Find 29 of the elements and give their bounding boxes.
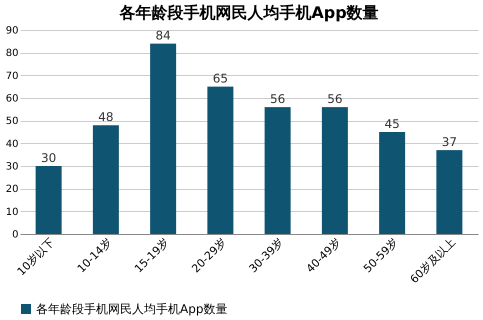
bar: [322, 107, 348, 234]
bar: [150, 44, 176, 234]
y-tick-label: 30: [6, 162, 18, 172]
data-label: 65: [212, 72, 228, 86]
y-tick-label: 10: [6, 206, 18, 218]
y-tick-label: 60: [6, 94, 18, 104]
y-tick-label: 80: [6, 48, 18, 60]
data-label: 56: [327, 92, 343, 106]
data-label: 30: [40, 151, 56, 165]
legend-label: 各年龄段手机网民人均手机App数量: [36, 302, 228, 316]
data-label: 37: [442, 135, 458, 150]
data-label: 84: [155, 28, 171, 43]
bar: [207, 86, 234, 234]
y-tick-label: 50: [6, 116, 18, 128]
x-tick-label: 60岁及以上: [408, 236, 458, 286]
y-tick-label: 40: [6, 138, 18, 150]
y-tick-label: 70: [6, 70, 18, 82]
data-label: 48: [98, 110, 114, 124]
data-label: 56: [270, 92, 286, 106]
bar: [379, 132, 406, 234]
y-tick-label: 90: [6, 26, 18, 36]
data-label: 45: [384, 117, 400, 131]
bar: [436, 150, 462, 234]
bar: [36, 166, 62, 234]
bar: [92, 125, 119, 234]
y-tick-label: 0: [12, 230, 18, 240]
y-tick-label: 20: [6, 184, 18, 196]
bar: [264, 107, 291, 234]
chart-title: 各年龄段手机网民人均手机App数量: [118, 3, 379, 22]
